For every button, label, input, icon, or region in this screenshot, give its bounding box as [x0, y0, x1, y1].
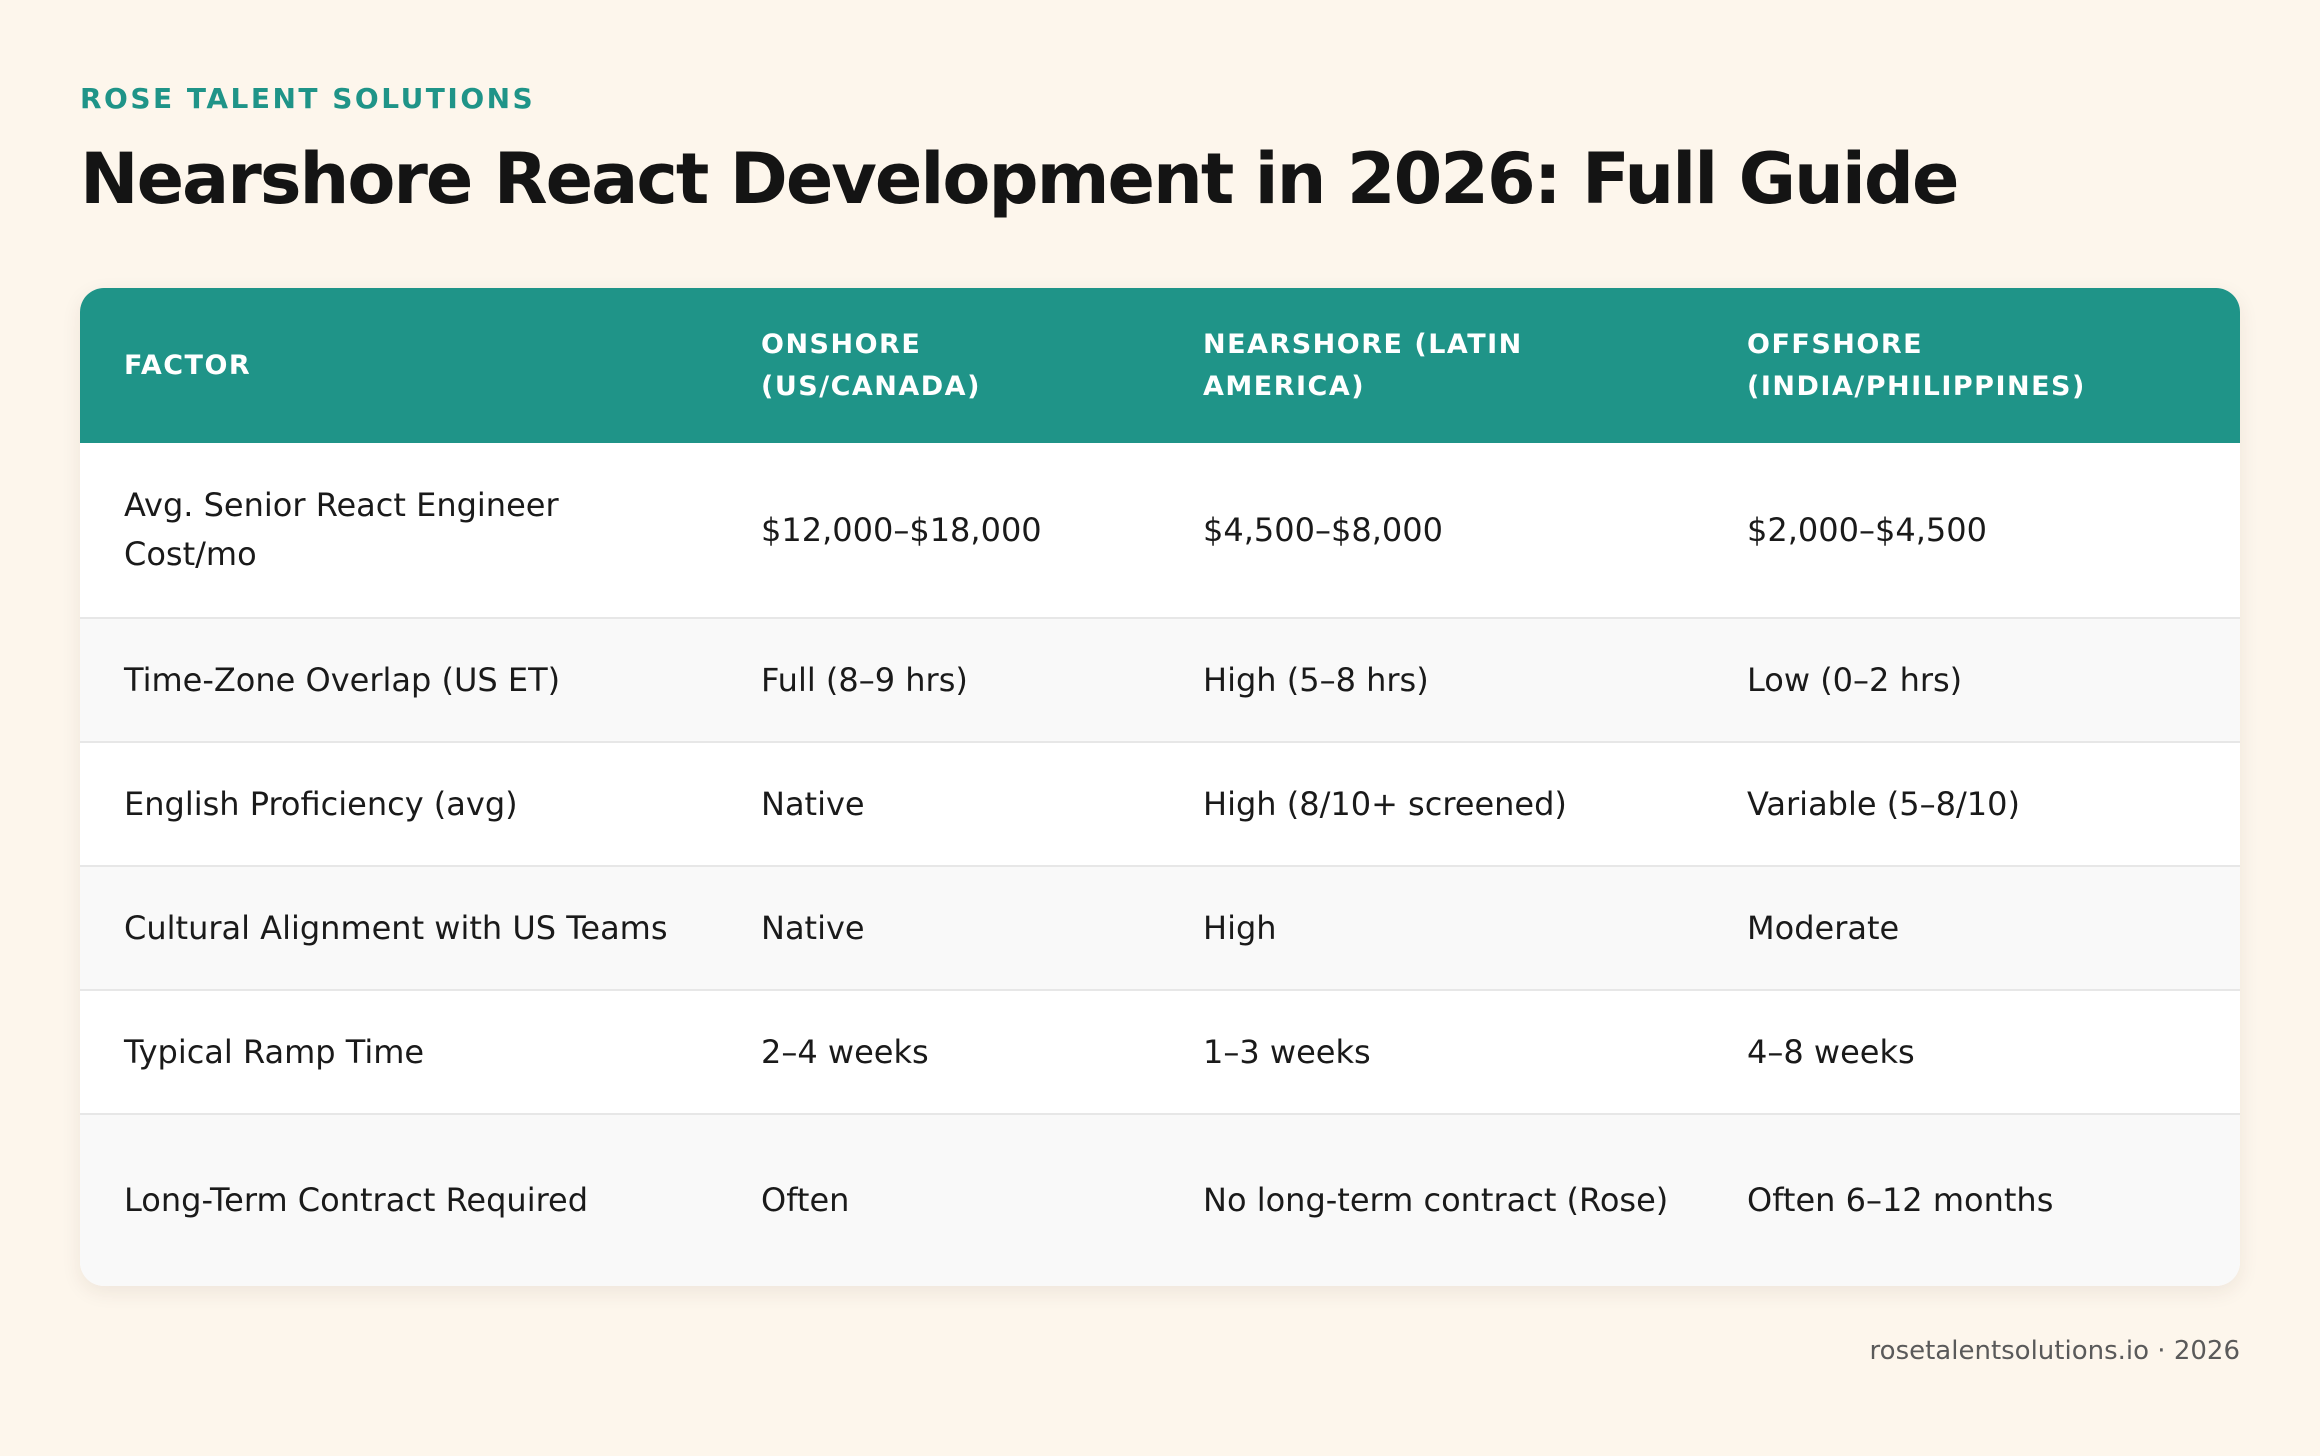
table-row: Long-Term Contract Required Often No lon… [80, 1113, 2240, 1286]
onshore-cell: $12,000–$18,000 [761, 510, 1042, 549]
factor-cell: Cultural Alignment with US Teams [80, 865, 717, 990]
offshore-cell: Variable (5–8/10) [1703, 741, 2240, 866]
comparison-table: FACTOR ONSHORE (US/CANADA) NEARSHORE (LA… [80, 288, 2240, 1286]
page-title: Nearshore React Development in 2026: Ful… [80, 138, 1959, 220]
table-row: Cultural Alignment with US Teams Native … [80, 865, 2240, 990]
header-row: FACTOR ONSHORE (US/CANADA) NEARSHORE (LA… [80, 288, 2240, 443]
factor-cell: Time-Zone Overlap (US ET) [80, 617, 717, 742]
nearshore-cell: High [1159, 865, 1703, 990]
onshore-cell: Often [717, 1113, 1159, 1286]
column-header-factor: FACTOR [124, 349, 252, 381]
table-row: Typical Ramp Time 2–4 weeks 1–3 weeks 4–… [80, 989, 2240, 1114]
factor-cell: Long-Term Contract Required [80, 1113, 717, 1286]
column-header-nearshore: NEARSHORE (LATIN AMERICA) [1203, 328, 1523, 402]
table-row: Avg. Senior React Engineer Cost/mo $12,0… [80, 443, 2240, 618]
onshore-cell: Native [717, 741, 1159, 866]
offshore-cell: Low (0–2 hrs) [1703, 617, 2240, 742]
factor-cell: English Proficiency (avg) [80, 741, 717, 866]
table-row: Time-Zone Overlap (US ET) Full (8–9 hrs)… [80, 617, 2240, 742]
column-header-onshore: ONSHORE (US/CANADA) [761, 328, 981, 402]
nearshore-cell: $4,500–$8,000 [1203, 510, 1443, 549]
brand-label: ROSE TALENT SOLUTIONS [80, 82, 536, 115]
nearshore-cell: High (8/10+ screened) [1159, 741, 1703, 866]
factor-cell: Avg. Senior React Engineer Cost/mo [124, 486, 559, 573]
nearshore-cell: High (5–8 hrs) [1159, 617, 1703, 742]
footer-credit: rosetalentsolutions.io · 2026 [1869, 1336, 2240, 1366]
nearshore-cell: 1–3 weeks [1159, 989, 1703, 1114]
offshore-cell: Often 6–12 months [1703, 1113, 2240, 1286]
offshore-cell: $2,000–$4,500 [1747, 510, 1987, 549]
column-header-offshore: OFFSHORE (INDIA/PHILIPPINES) [1747, 328, 2086, 402]
nearshore-cell: No long-term contract (Rose) [1159, 1113, 1703, 1286]
table-header: FACTOR ONSHORE (US/CANADA) NEARSHORE (LA… [80, 288, 2240, 443]
onshore-cell: 2–4 weeks [717, 989, 1159, 1114]
table-body: Avg. Senior React Engineer Cost/mo $12,0… [80, 443, 2240, 1286]
offshore-cell: Moderate [1703, 865, 2240, 990]
comparison-table-card: FACTOR ONSHORE (US/CANADA) NEARSHORE (LA… [80, 288, 2240, 1286]
factor-cell: Typical Ramp Time [80, 989, 717, 1114]
onshore-cell: Native [717, 865, 1159, 990]
table-row: English Proficiency (avg) Native High (8… [80, 741, 2240, 866]
onshore-cell: Full (8–9 hrs) [717, 617, 1159, 742]
offshore-cell: 4–8 weeks [1703, 989, 2240, 1114]
